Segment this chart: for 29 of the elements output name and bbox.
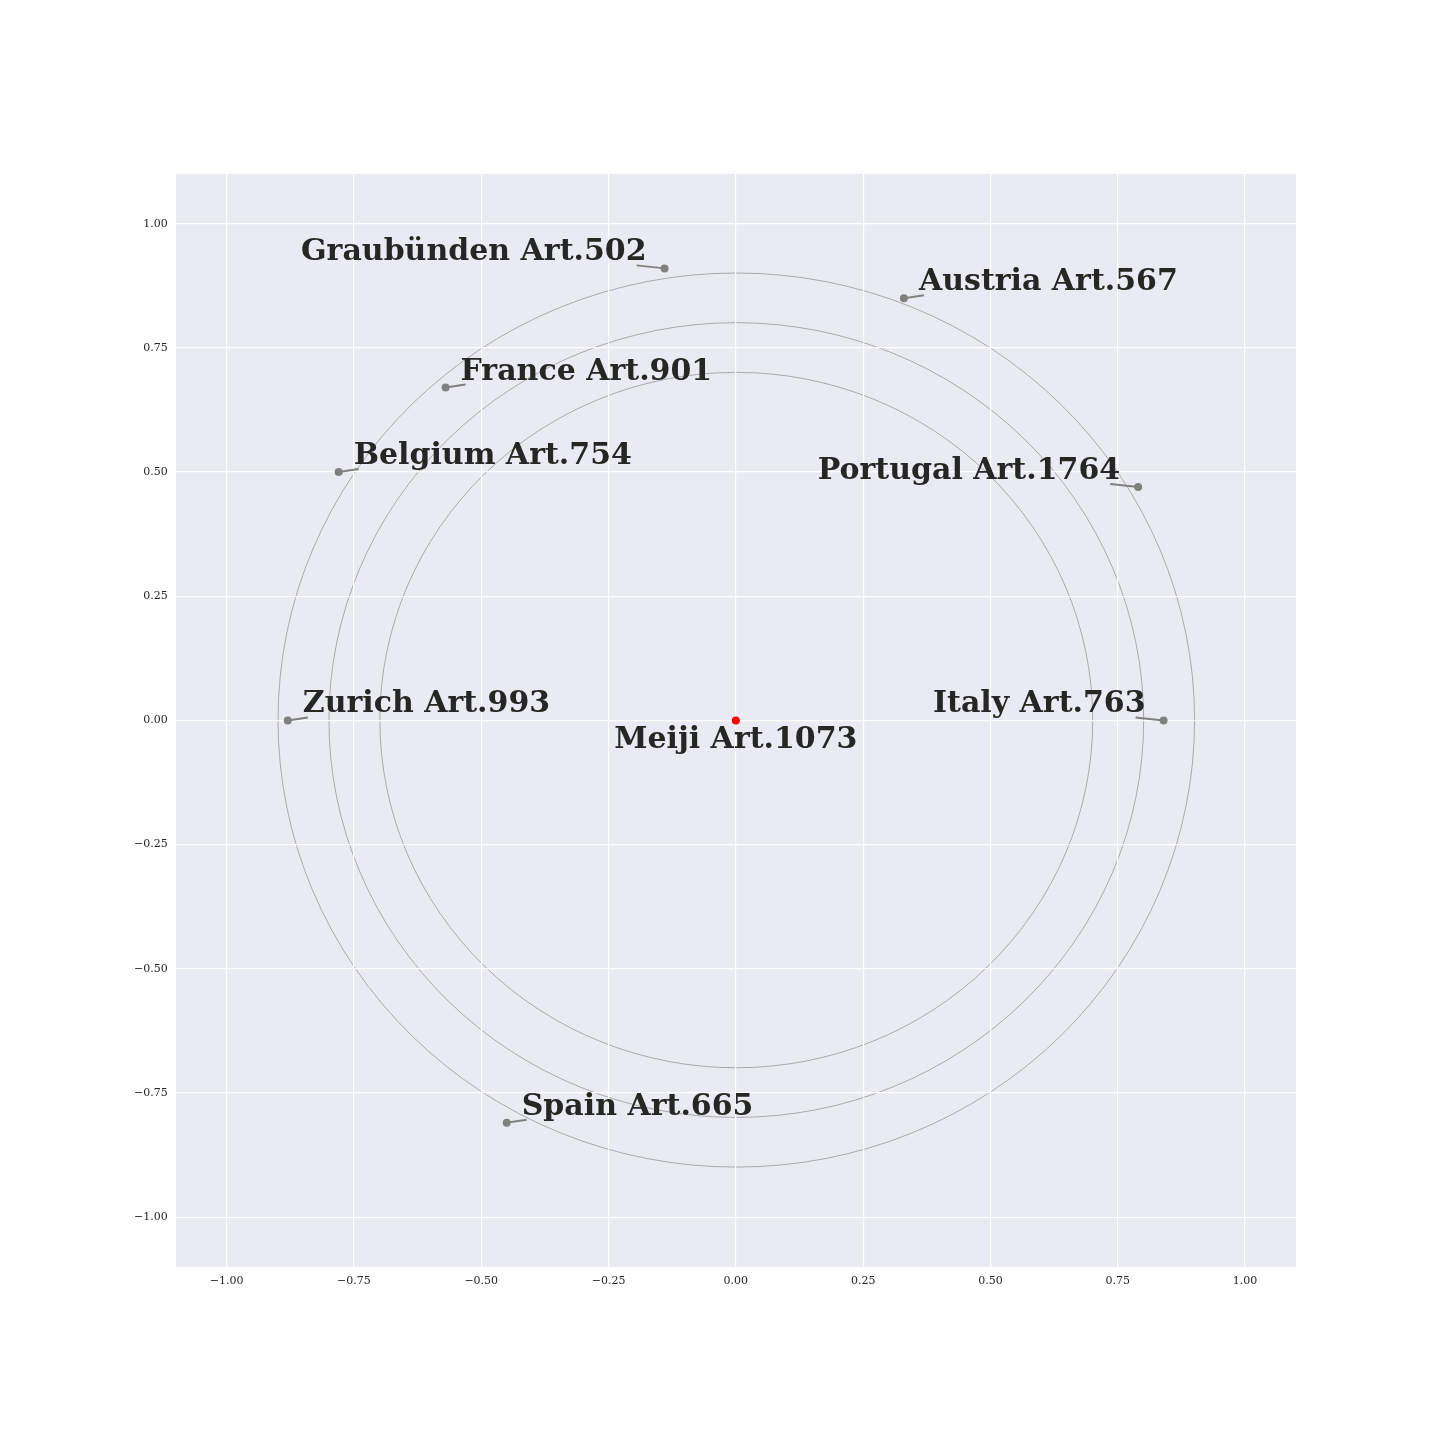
y-tick-label: −0.50 [133,961,168,975]
y-tick-label: −1.00 [133,1209,168,1223]
x-tick-label: 1.00 [1232,1274,1258,1288]
y-tick-label: 1.00 [143,216,168,230]
y-tick-label: 0.75 [143,340,168,354]
x-tick-label: −0.50 [464,1274,499,1288]
point [334,468,343,477]
annotation: France Art.901 [460,351,713,387]
annotation: Italy Art.763 [932,684,1146,720]
y-tick-label: −0.25 [133,837,168,851]
point [899,294,908,303]
annotation: Spain Art.665 [521,1086,754,1122]
x-tick-label: 0.50 [978,1274,1003,1288]
x-tick-label: 0.25 [850,1274,876,1288]
annotation: Portugal Art.1764 [817,450,1121,486]
x-tick-label: −0.25 [591,1274,626,1288]
annotation: Graubünden Art.502 [300,232,647,268]
y-tick-label: 0.50 [143,464,168,478]
annotation: Belgium Art.754 [353,436,632,472]
annotation: Austria Art.567 [917,262,1178,298]
annotation: Meiji Art.1073 [614,720,858,756]
y-tick-label: −0.75 [133,1085,168,1099]
x-tick-label: 0.75 [1105,1274,1131,1288]
x-tick-label: 0.00 [723,1274,749,1288]
annotation: Zurich Art.993 [302,684,551,720]
x-tick-label: −1.00 [209,1274,244,1288]
y-tick-label: 0.25 [143,589,168,603]
y-tick-label: 0.00 [143,713,168,727]
x-tick-label: −0.75 [337,1274,371,1288]
